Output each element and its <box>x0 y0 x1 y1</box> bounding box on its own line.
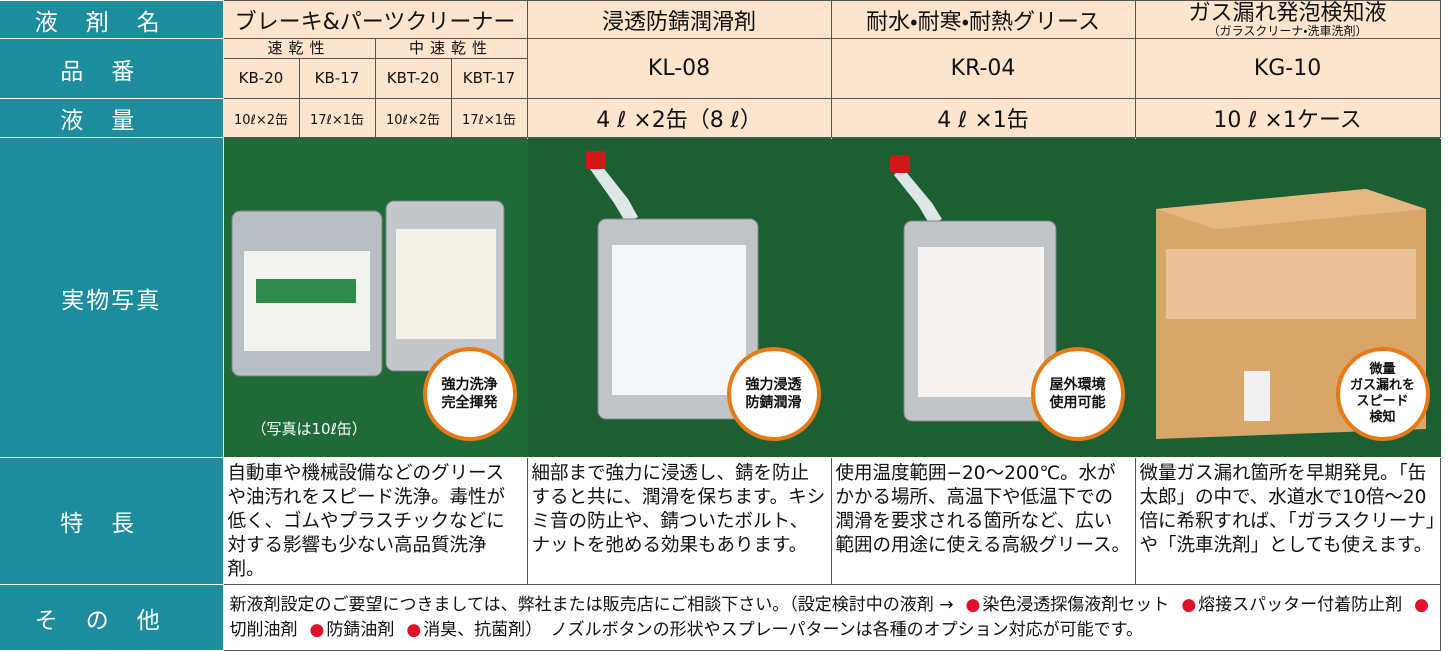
volume: 10ℓ×2缶 <box>374 98 452 138</box>
product-code: KR-04 <box>830 38 1136 99</box>
badge-line: 完全揮発 <box>441 394 498 411</box>
feature-badge: 屋外環境 使用可能 <box>1030 346 1125 441</box>
row-label: 実物写真 <box>0 137 224 458</box>
feature-text: 細部まで強力に浸透し、錆を防止すると共に、潤滑を保ちます。キシミ音の防止や、錆つ… <box>526 457 832 585</box>
product-name: 耐水・耐寒・耐熱グリース <box>830 0 1136 39</box>
feature-badge: 強力浸透 防錆潤滑 <box>726 346 821 441</box>
product-name: ブレーキ&パーツクリーナー <box>222 0 528 39</box>
product-subname: （ガラスクリーナ・洗車洗剤） <box>1207 23 1368 38</box>
badge-line: 微量 <box>1369 361 1396 377</box>
badge-line: 使用可能 <box>1049 394 1106 411</box>
product-code: KB-20 <box>222 58 300 99</box>
product-code: KBT-17 <box>450 58 528 99</box>
product-name: 浸透防錆潤滑剤 <box>526 0 832 39</box>
feature-text: 微量ガス漏れ箇所を早期発見。「缶太郎」の中で、水道水で10倍〜20倍に希釈すれば… <box>1134 457 1441 585</box>
photo: 微量 ガス漏れを スピード 検知 <box>1135 138 1441 457</box>
row-label: 液量 <box>0 98 224 138</box>
other-item: 染色浸透探傷液剤セット <box>953 595 1169 615</box>
badge-line: ガス漏れを <box>1350 377 1416 393</box>
other-item: 熔接スパッター付着防止剤 <box>1169 595 1402 615</box>
row-label: その他 <box>0 584 224 651</box>
photo: 強力浸透 防錆潤滑 <box>527 138 832 457</box>
volume: 4 ℓ ×2缶（8 ℓ） <box>526 98 832 138</box>
photo-note: （写真は10ℓ缶） <box>251 419 367 438</box>
badge-line: 強力洗浄 <box>441 376 498 393</box>
product-code: KBT-20 <box>374 58 452 99</box>
product-code: KB-17 <box>298 58 376 99</box>
photo: 強力洗浄 完全揮発 （写真は10ℓ缶） <box>223 138 528 457</box>
product-name-text: ガス漏れ発泡検知液 <box>1188 0 1387 26</box>
photo-image <box>223 138 528 457</box>
photo: 屋外環境 使用可能 <box>831 138 1136 457</box>
feature-badge: 強力洗浄 完全揮発 <box>422 346 517 441</box>
volume: 17ℓ×1缶 <box>298 98 376 138</box>
other-item: 防錆油剤 <box>298 620 395 640</box>
photo-cell: 微量 ガス漏れを スピード 検知 <box>1134 137 1441 458</box>
feature-badge: 微量 ガス漏れを スピード 検知 <box>1335 346 1430 441</box>
product-code: KL-08 <box>526 38 832 99</box>
photo-image <box>527 138 832 457</box>
photo-cell: 強力浸透 防錆潤滑 <box>526 137 832 458</box>
badge-line: スピード <box>1356 393 1409 409</box>
feature-text: 自動車や機械設備などのグリースや油汚れをスピード洗浄。毒性が低く、ゴムやプラスチ… <box>222 457 528 585</box>
other-item: 消臭、抗菌剤 <box>394 620 525 640</box>
volume: 10ℓ×2缶 <box>222 98 300 138</box>
photo-cell: 強力洗浄 完全揮発 （写真は10ℓ缶） <box>222 137 528 458</box>
badge-line: 屋外環境 <box>1049 376 1106 393</box>
other-text: 新液剤設定のご要望につきましては、弊社または販売店にご相談下さい。（設定検討中の… <box>222 584 1441 651</box>
other-intro: 新液剤設定のご要望につきましては、弊社または販売店にご相談下さい。（設定検討中の… <box>229 594 954 615</box>
volume: 4 ℓ ×1缶 <box>830 98 1136 138</box>
photo-cell: 屋外環境 使用可能 <box>830 137 1136 458</box>
dry-group: 速乾性 <box>222 38 376 59</box>
dry-group: 中速乾性 <box>374 38 528 59</box>
volume: 10 ℓ ×1ケース <box>1134 98 1441 138</box>
badge-line: 防錆潤滑 <box>745 394 802 411</box>
volume: 17ℓ×1缶 <box>450 98 528 138</box>
product-name: ガス漏れ発泡検知液 （ガラスクリーナ・洗車洗剤） <box>1134 0 1441 39</box>
badge-line: 強力浸透 <box>745 376 802 393</box>
row-label: 品番 <box>0 38 224 99</box>
product-code: KG-10 <box>1134 38 1441 99</box>
other-outro: ） ノズルボタンの形状やスプレーパターンは各種のオプション対応が可能です。 <box>525 619 1143 640</box>
badge-line: 検知 <box>1369 409 1396 425</box>
feature-text: 使用温度範囲−20〜200℃。水がかかる場所、高温下や低温下での潤滑を要求される… <box>830 457 1136 585</box>
row-label: 特長 <box>0 457 224 585</box>
row-label: 液剤名 <box>0 0 224 39</box>
